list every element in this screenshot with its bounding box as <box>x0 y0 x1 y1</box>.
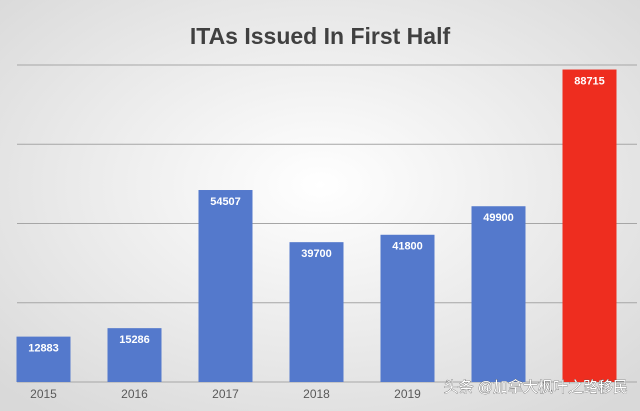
chart-title: ITAs Issued In First Half <box>190 23 451 49</box>
data-label: 41800 <box>392 241 423 253</box>
bar <box>198 190 253 382</box>
x-tick-label: 2018 <box>303 387 330 401</box>
data-label: 49900 <box>483 212 514 224</box>
bar <box>562 69 617 382</box>
data-label: 39700 <box>301 248 332 260</box>
x-tick-label: 2016 <box>121 387 148 401</box>
watermark: 头条 @加拿大枫叶之路移民 <box>444 378 628 396</box>
bar <box>289 242 344 382</box>
data-label: 54507 <box>210 196 241 208</box>
bar <box>107 328 162 382</box>
x-tick-label: 2017 <box>212 387 239 401</box>
x-tick-label: 2019 <box>394 387 421 401</box>
bar <box>380 234 435 382</box>
bar <box>16 336 71 382</box>
data-label: 12883 <box>28 343 59 355</box>
bar <box>471 206 526 382</box>
data-label: 88715 <box>574 75 605 87</box>
x-tick-label: 2015 <box>30 387 57 401</box>
data-label: 15286 <box>119 334 150 346</box>
